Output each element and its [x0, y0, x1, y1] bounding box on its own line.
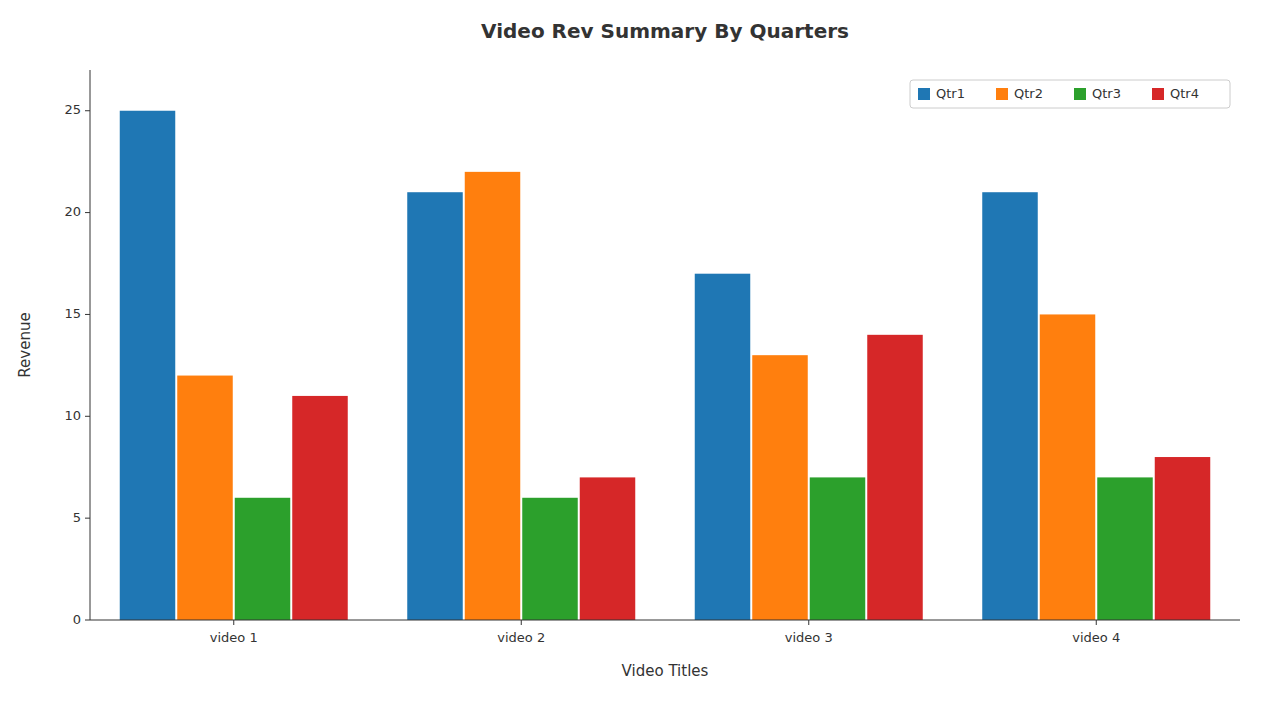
bar: [407, 192, 463, 620]
x-tick-label: video 3: [785, 630, 833, 645]
bar: [752, 355, 808, 620]
legend-label: Qtr1: [936, 86, 965, 101]
bar: [810, 477, 866, 620]
y-tick-label: 15: [64, 306, 81, 321]
x-tick-label: video 1: [210, 630, 258, 645]
y-tick: [85, 518, 90, 519]
bar: [982, 192, 1038, 620]
legend-swatch: [1074, 88, 1086, 100]
y-tick-label: 0: [73, 612, 81, 627]
chart-title: Video Rev Summary By Quarters: [481, 19, 849, 43]
bars: [120, 111, 1211, 620]
chart-svg: 0 5 10 15 20 25 video 1 video 2 video 3 video 4 Qt…: [0, 0, 1280, 720]
bar: [465, 172, 521, 620]
x-tick: [808, 620, 809, 625]
legend-label: Qtr4: [1170, 86, 1199, 101]
y-axis-line: [90, 70, 91, 620]
bar: [177, 376, 233, 620]
bar: [1155, 457, 1211, 620]
bar: [867, 335, 923, 620]
x-tick-label: video 4: [1072, 630, 1120, 645]
y-tick: [85, 212, 90, 213]
bar: [1040, 314, 1096, 620]
bar: [522, 498, 578, 620]
y-tick: [85, 314, 90, 315]
x-tick: [1096, 620, 1097, 625]
y-tick-label: 20: [64, 204, 81, 219]
y-tick: [85, 620, 90, 621]
bar: [1097, 477, 1153, 620]
plot-area: 0 5 10 15 20 25 video 1 video 2 video 3 video 4 Qt…: [64, 70, 1240, 645]
bar: [695, 274, 751, 620]
bar: [292, 396, 348, 620]
y-tick: [85, 416, 90, 417]
legend-label: Qtr2: [1014, 86, 1043, 101]
bar: [235, 498, 291, 620]
legend-swatch: [996, 88, 1008, 100]
legend-label: Qtr3: [1092, 86, 1121, 101]
legend-swatch: [918, 88, 930, 100]
legend: Qtr1 Qtr2 Qtr3 Qtr4: [910, 80, 1230, 108]
chart-container: 0 5 10 15 20 25 video 1 video 2 video 3 video 4 Qt…: [0, 0, 1280, 720]
y-tick-label: 10: [64, 408, 81, 423]
x-tick-label: video 2: [497, 630, 545, 645]
legend-swatch: [1152, 88, 1164, 100]
x-tick: [521, 620, 522, 625]
bar: [580, 477, 636, 620]
x-axis-line: [90, 620, 1240, 621]
y-tick-label: 25: [64, 102, 81, 117]
y-tick-label: 5: [73, 510, 81, 525]
y-tick: [85, 110, 90, 111]
x-axis-label: Video Titles: [622, 662, 709, 680]
x-tick: [233, 620, 234, 625]
y-axis-label: Revenue: [16, 312, 34, 377]
bar: [120, 111, 176, 620]
legend-box: [910, 80, 1230, 108]
